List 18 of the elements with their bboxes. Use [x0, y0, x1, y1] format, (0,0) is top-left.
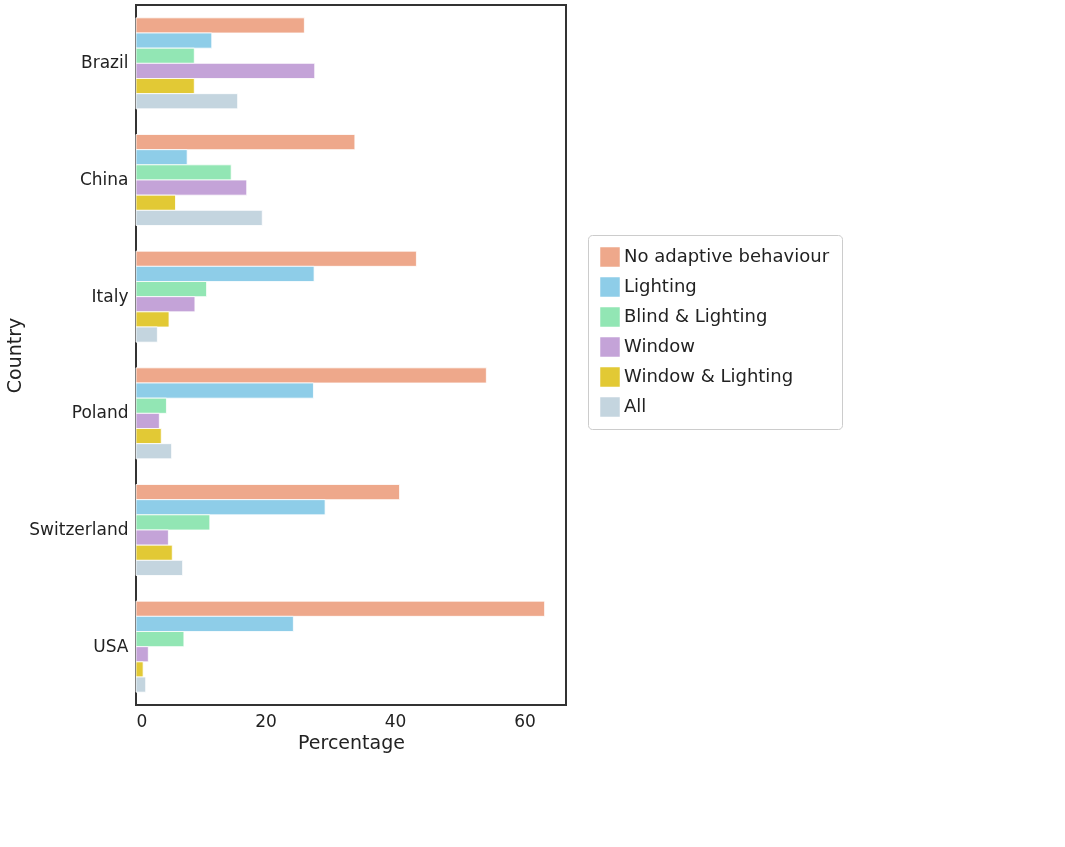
x-tick-label: 0: [136, 710, 148, 731]
x-axis-title: Percentage: [298, 730, 405, 753]
legend-label: No adaptive behaviour: [624, 245, 830, 266]
y-tick-label: China: [79, 169, 129, 189]
x-tick-label: 40: [384, 710, 407, 731]
x-tick-label: 20: [255, 710, 277, 731]
y-tick-label: Italy: [91, 285, 129, 306]
y-tick-label: Brazil: [81, 52, 129, 73]
x-tick-label: 60: [514, 710, 536, 731]
legend-label: Blind & Lighting: [624, 305, 768, 326]
legend-label: All: [624, 395, 647, 416]
legend-label: Window: [624, 335, 695, 356]
legend-label: Lighting: [624, 275, 697, 296]
y-tick-label: Poland: [71, 402, 129, 423]
y-tick-label: Switzerland: [29, 519, 129, 539]
y-tick-label: USA: [93, 635, 129, 656]
y-axis-title: Country: [3, 317, 26, 394]
legend-label: Window & Lighting: [624, 365, 794, 386]
